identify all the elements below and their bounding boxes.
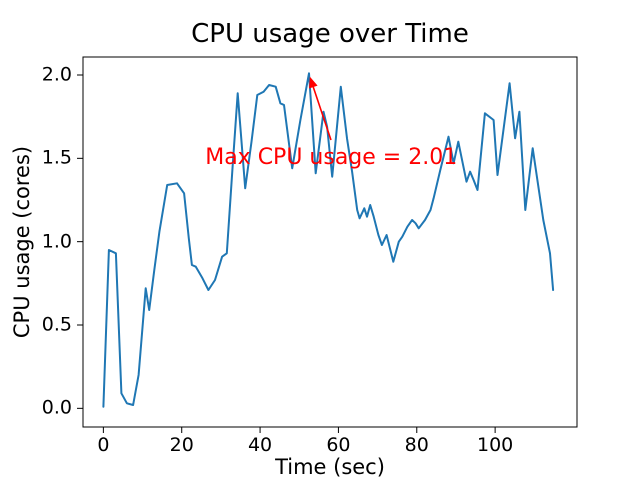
axes-border: [82, 56, 578, 428]
arrow-head-icon: [309, 76, 318, 89]
x-axis-label: Time (sec): [275, 455, 385, 479]
y-axis-label: CPU usage (cores): [9, 145, 34, 339]
chart-title: CPU usage over Time: [191, 19, 469, 49]
y-tick-label: 0.0: [41, 396, 72, 419]
y-tick-label: 2.0: [41, 63, 72, 86]
arrow-shaft: [311, 84, 332, 141]
max-annotation-text: Max CPU usage = 2.01: [205, 145, 458, 171]
x-tick-label: 20: [169, 434, 194, 456]
annotation-arrow: [309, 76, 332, 141]
x-tick-label: 80: [404, 434, 429, 456]
x-tick-label: 60: [326, 434, 351, 456]
x-tick-label: 40: [247, 434, 273, 456]
y-tick-label: 1.0: [41, 230, 72, 253]
x-tick-label: 0: [97, 434, 110, 456]
y-tick-label: 0.5: [41, 313, 72, 336]
x-tick-label: 100: [476, 434, 514, 456]
cpu-usage-line: [102, 72, 555, 408]
y-tick-label: 1.5: [41, 146, 72, 169]
tick-marks: [77, 74, 496, 433]
